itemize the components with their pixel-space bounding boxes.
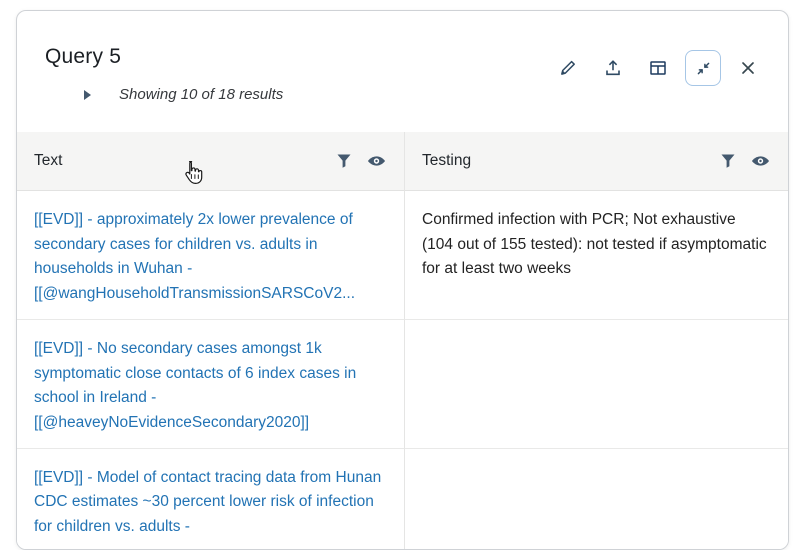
results-summary: Showing 10 of 18 results xyxy=(119,86,284,103)
edit-button[interactable] xyxy=(550,50,586,86)
query-panel: Query 5 xyxy=(16,10,789,550)
caret-right-icon[interactable] xyxy=(83,89,92,101)
close-icon xyxy=(740,60,756,76)
toolbar xyxy=(550,50,766,86)
column-label: Testing xyxy=(422,152,472,169)
pencil-icon xyxy=(559,59,577,77)
table-row-cell-testing[interactable]: Confirmed infection with PCR; Not exhaus… xyxy=(404,191,788,320)
evidence-link[interactable]: [[EVD]] - No secondary cases amongst 1k … xyxy=(34,339,357,431)
filter-icon[interactable] xyxy=(720,153,736,169)
table-view-button[interactable] xyxy=(640,50,676,86)
table-row-cell-text[interactable]: [[EVD]] - No secondary cases amongst 1k … xyxy=(17,319,404,449)
table-row-cell-testing[interactable] xyxy=(404,319,788,449)
evidence-link[interactable]: [[EVD]] - approximately 2x lower prevale… xyxy=(34,211,355,303)
table-row-cell-text[interactable]: [[EVD]] - Model of contact tracing data … xyxy=(17,448,404,549)
evidence-link[interactable]: [[EVD]] - Model of contact tracing data … xyxy=(34,468,382,536)
results-summary-row: Showing 10 of 18 results xyxy=(83,86,762,103)
export-button[interactable] xyxy=(595,50,631,86)
eye-icon[interactable] xyxy=(751,154,770,168)
table-row-cell-text[interactable]: [[EVD]] - approximately 2x lower prevale… xyxy=(17,191,404,320)
panel-header: Query 5 xyxy=(17,11,788,103)
column-header-testing: Testing xyxy=(404,132,788,191)
collapse-arrows-icon xyxy=(695,60,712,77)
results-table: Text Testing xyxy=(17,132,788,549)
column-header-text: Text xyxy=(17,132,404,191)
column-label: Text xyxy=(34,152,63,169)
close-button[interactable] xyxy=(730,50,766,86)
page-title: Query 5 xyxy=(45,45,122,68)
collapse-button[interactable] xyxy=(685,50,721,86)
upload-icon xyxy=(603,58,623,78)
filter-icon[interactable] xyxy=(336,153,352,169)
table-row-cell-testing[interactable] xyxy=(404,448,788,549)
eye-icon[interactable] xyxy=(367,154,386,168)
table-icon xyxy=(648,58,668,78)
